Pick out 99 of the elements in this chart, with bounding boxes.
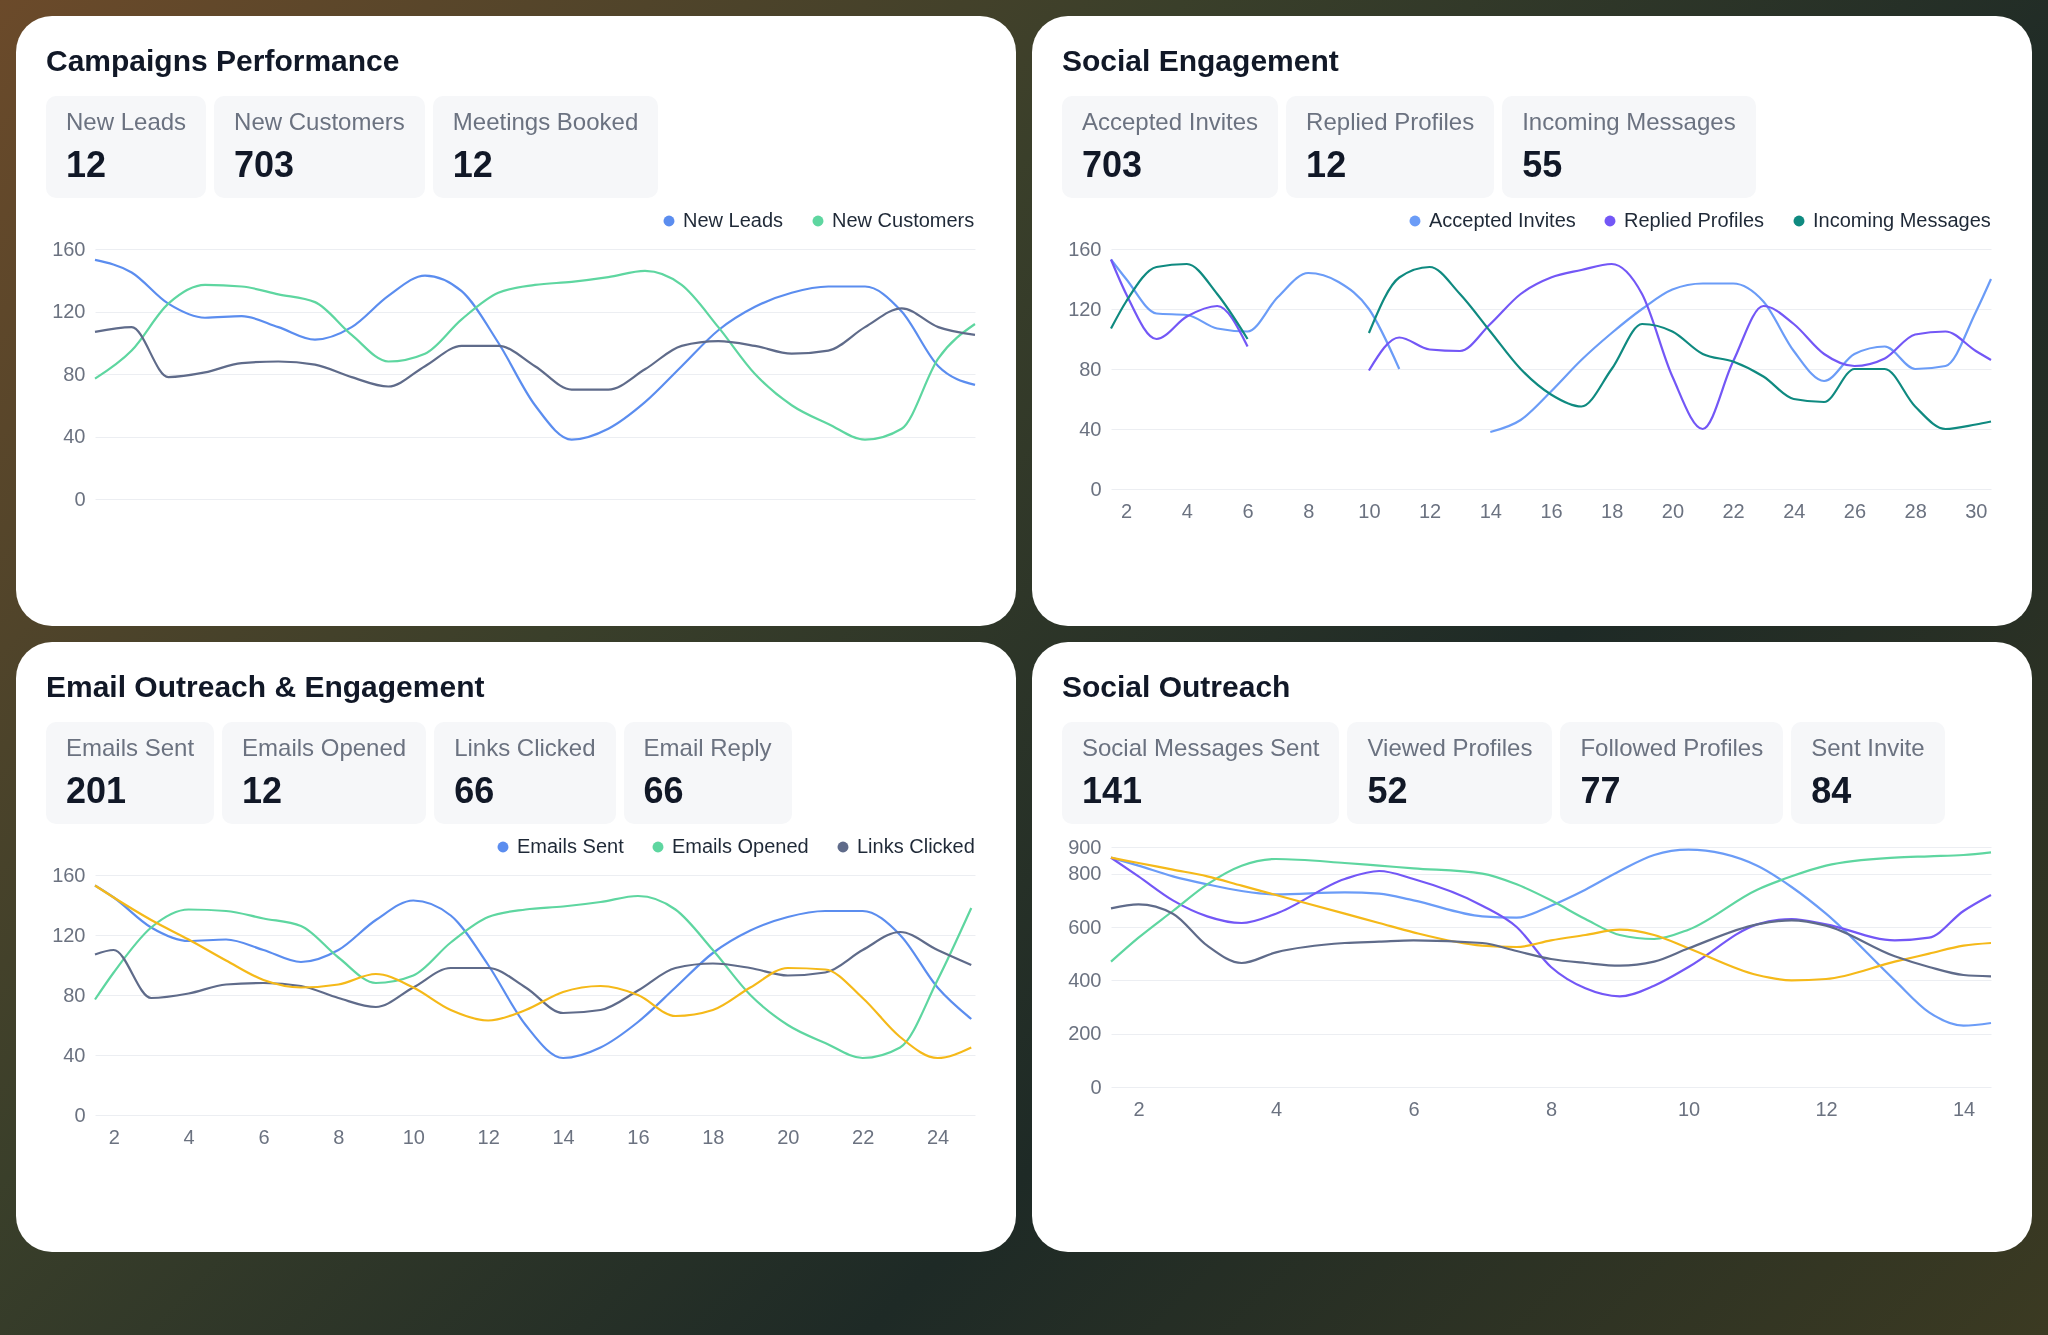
text: Links Clicked bbox=[454, 734, 596, 762]
chart-title: Social Outreach bbox=[1062, 670, 1292, 704]
y-tick-label: 0 bbox=[1090, 1075, 1102, 1098]
x-tick-label: 6 bbox=[1408, 1097, 1420, 1120]
y-tick-label: 0 bbox=[74, 487, 86, 510]
y-tick-label: 160 bbox=[52, 863, 86, 886]
x-tick-label: 14 bbox=[1479, 499, 1502, 522]
x-tick-label: 2 bbox=[1121, 499, 1133, 522]
y-tick-label: 800 bbox=[1068, 862, 1102, 885]
x-tick-label: 16 bbox=[627, 1125, 650, 1148]
text: Emails Sent bbox=[66, 734, 195, 762]
text: Followed Profiles bbox=[1580, 734, 1764, 762]
y-tick-label: 80 bbox=[63, 362, 86, 385]
chart-title: Campaigns Performance bbox=[46, 44, 401, 78]
x-tick-label: 16 bbox=[1540, 499, 1563, 522]
x-tick-label: 26 bbox=[1843, 499, 1867, 522]
line-series bbox=[93, 307, 977, 391]
x-tick-label: 30 bbox=[1965, 499, 1988, 522]
text: 703 bbox=[1082, 144, 1144, 186]
x-tick-label: 12 bbox=[1815, 1097, 1838, 1120]
x-tick-label: 10 bbox=[402, 1125, 425, 1148]
x-tick-label: 4 bbox=[1181, 499, 1193, 522]
text: Accepted Invites bbox=[1082, 108, 1259, 136]
text: Emails Opened bbox=[242, 734, 407, 762]
text: Social Messages Sent bbox=[1082, 734, 1320, 762]
text: New Customers bbox=[234, 108, 405, 136]
x-tick-label: 10 bbox=[1358, 499, 1381, 522]
legend-label: Links Clicked bbox=[857, 835, 975, 857]
legend-label: New Customers bbox=[832, 209, 975, 231]
text: New Leads bbox=[66, 108, 187, 136]
legend-label: New Leads bbox=[683, 209, 784, 231]
x-tick-label: 12 bbox=[477, 1125, 500, 1148]
legend-label: Replied Profiles bbox=[1624, 209, 1765, 231]
y-tick-label: 40 bbox=[63, 1043, 86, 1066]
x-tick-label: 8 bbox=[333, 1125, 345, 1148]
y-tick-label: 200 bbox=[1068, 1022, 1102, 1045]
text: Incoming Messages bbox=[1522, 108, 1736, 136]
legend-label: Emails Opened bbox=[672, 835, 809, 857]
y-tick-label: 0 bbox=[74, 1103, 86, 1126]
line-series bbox=[93, 930, 973, 1015]
x-tick-label: 18 bbox=[702, 1125, 725, 1148]
y-tick-label: 160 bbox=[52, 237, 86, 260]
text: 141 bbox=[1082, 770, 1144, 812]
legend-label: Accepted Invites bbox=[1429, 209, 1576, 231]
text: 12 bbox=[66, 144, 108, 186]
x-tick-label: 20 bbox=[1661, 499, 1684, 522]
x-tick-label: 6 bbox=[258, 1125, 270, 1148]
text: 77 bbox=[1580, 770, 1622, 812]
x-tick-label: 4 bbox=[1270, 1097, 1283, 1120]
legend-label: Emails Sent bbox=[517, 835, 625, 857]
x-tick-label: 2 bbox=[108, 1125, 120, 1148]
text: Meetings Booked bbox=[452, 108, 639, 136]
text: 201 bbox=[66, 770, 128, 812]
x-tick-label: 24 bbox=[926, 1125, 950, 1148]
y-tick-label: 120 bbox=[52, 300, 86, 322]
y-tick-label: 40 bbox=[1079, 417, 1102, 440]
y-tick-label: 900 bbox=[1068, 835, 1102, 858]
text: Sent Invite bbox=[1811, 734, 1925, 762]
text: 66 bbox=[454, 770, 496, 812]
chart-title: Social Engagement bbox=[1062, 44, 1340, 78]
legend-label: Incoming Messages bbox=[1813, 209, 1991, 231]
text: Viewed Profiles bbox=[1367, 734, 1533, 762]
x-tick-label: 22 bbox=[1722, 499, 1745, 522]
x-tick-label: 22 bbox=[852, 1125, 875, 1148]
chart-title: Email Outreach & Engagement bbox=[46, 670, 486, 704]
x-tick-label: 28 bbox=[1904, 499, 1927, 522]
text: Email Reply bbox=[643, 734, 772, 762]
y-tick-label: 400 bbox=[1068, 968, 1102, 991]
x-tick-label: 12 bbox=[1419, 499, 1442, 522]
x-tick-label: 14 bbox=[1952, 1097, 1976, 1120]
y-tick-label: 160 bbox=[1068, 237, 1102, 260]
y-tick-label: 120 bbox=[1068, 297, 1102, 320]
x-tick-label: 20 bbox=[777, 1125, 800, 1148]
x-tick-label: 8 bbox=[1545, 1097, 1558, 1120]
x-tick-label: 4 bbox=[183, 1125, 195, 1148]
text: 12 bbox=[452, 144, 494, 186]
line-series bbox=[1109, 851, 1993, 963]
text: 12 bbox=[242, 770, 284, 812]
text: 12 bbox=[1306, 144, 1348, 186]
x-tick-label: 24 bbox=[1783, 499, 1806, 522]
line-series bbox=[1109, 903, 1993, 978]
x-tick-label: 14 bbox=[552, 1125, 575, 1148]
x-tick-label: 2 bbox=[1133, 1097, 1145, 1120]
text: 703 bbox=[234, 144, 296, 186]
x-tick-label: 8 bbox=[1303, 499, 1315, 522]
y-tick-label: 600 bbox=[1068, 915, 1102, 938]
text: 84 bbox=[1811, 770, 1853, 812]
y-tick-label: 120 bbox=[52, 923, 86, 946]
y-tick-label: 80 bbox=[63, 983, 86, 1006]
x-tick-label: 10 bbox=[1677, 1097, 1701, 1120]
text: 55 bbox=[1522, 144, 1564, 186]
text: 66 bbox=[643, 770, 685, 812]
y-tick-label: 80 bbox=[1079, 357, 1102, 380]
y-tick-label: 40 bbox=[63, 425, 86, 447]
text: Replied Profiles bbox=[1306, 108, 1475, 136]
y-tick-label: 0 bbox=[1090, 477, 1102, 500]
x-tick-label: 6 bbox=[1242, 499, 1254, 522]
x-tick-label: 18 bbox=[1601, 499, 1624, 522]
text: 52 bbox=[1367, 770, 1409, 812]
